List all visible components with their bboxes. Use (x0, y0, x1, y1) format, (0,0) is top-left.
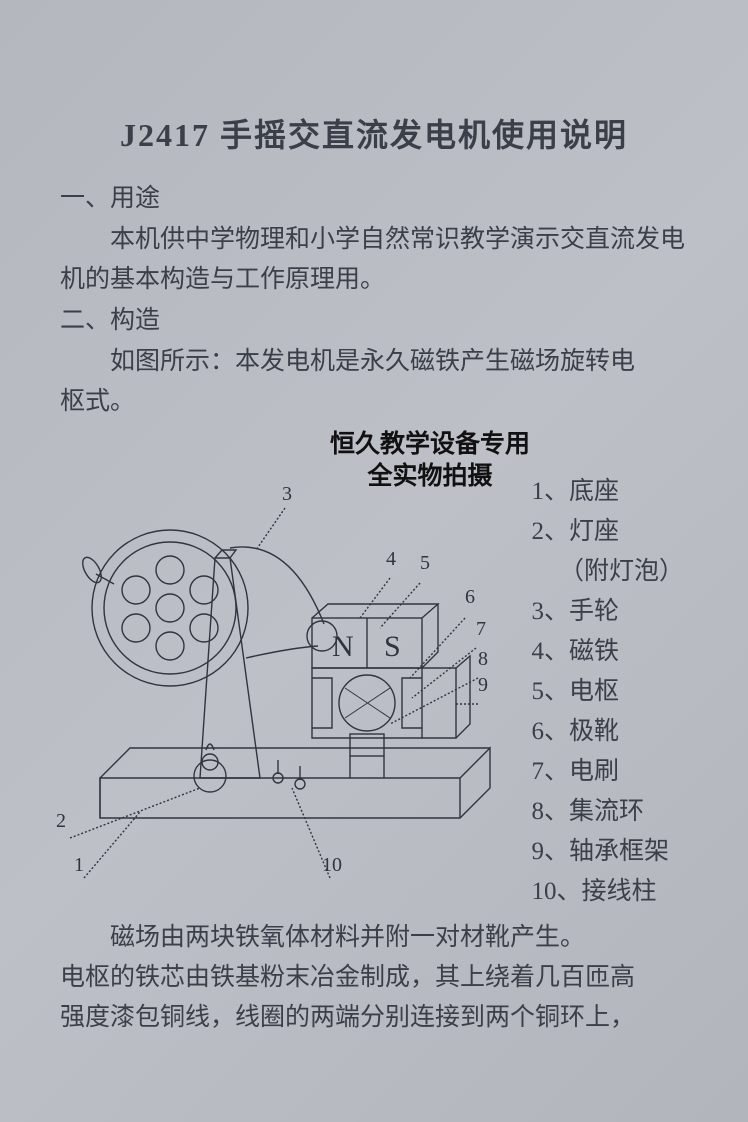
generator-diagram: N S (60, 478, 560, 898)
body-para-2: 磁场由两块铁氧体材料并附一对材靴产生。 电枢的铁芯由铁基粉末冶金制成，其上绕着几… (60, 918, 688, 1038)
section-2-heading: 二、构造 (60, 302, 688, 340)
body2-line3: 强度漆包铜线，线圈的两端分别连接到两个铜环上， (60, 998, 688, 1038)
section-1-heading: 一、用途 (60, 180, 688, 218)
body2-line1: 磁场由两块铁氧体材料并附一对材靴产生。 (60, 918, 688, 958)
magnet-n-label: N (332, 630, 354, 663)
page-title: J2417 手摇交直流发电机使用说明 (60, 110, 688, 156)
figure-area: 恒久教学设备专用 全实物拍摄 1、底座 2、灯座 （附灯泡） 3、手轮 4、磁铁… (60, 428, 688, 888)
overlay-line-1: 恒久教学设备专用 (330, 428, 530, 460)
section-2-intro-line2: 枢式。 (60, 382, 688, 422)
document-page: J2417 手摇交直流发电机使用说明 一、用途 本机供中学物理和小学自然常识教学… (0, 0, 748, 1122)
body2-line2: 电枢的铁芯由铁基粉末冶金制成，其上绕着几百匝高 (60, 958, 688, 998)
magnet-s-label: S (384, 630, 401, 663)
section-2-intro-line1: 如图所示：本发电机是永久磁铁产生磁场旋转电 (60, 342, 688, 382)
section-1-body: 本机供中学物理和小学自然常识教学演示交直流发电机的基本构造与工作原理用。 (60, 220, 688, 300)
